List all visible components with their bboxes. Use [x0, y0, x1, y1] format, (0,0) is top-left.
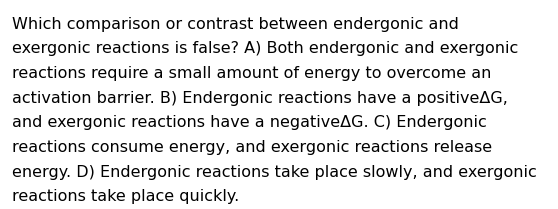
Text: exergonic reactions is false? A) Both endergonic and exergonic: exergonic reactions is false? A) Both en…: [12, 41, 518, 56]
Text: Which comparison or contrast between endergonic and: Which comparison or contrast between end…: [12, 17, 459, 32]
Text: activation barrier. B) Endergonic reactions have a positiveΔG,: activation barrier. B) Endergonic reacti…: [12, 91, 508, 106]
Text: reactions consume energy, and exergonic reactions release: reactions consume energy, and exergonic …: [12, 140, 492, 155]
Text: reactions require a small amount of energy to overcome an: reactions require a small amount of ener…: [12, 66, 492, 81]
Text: and exergonic reactions have a negativeΔG. C) Endergonic: and exergonic reactions have a negativeΔ…: [12, 115, 487, 130]
Text: reactions take place quickly.: reactions take place quickly.: [12, 189, 239, 204]
Text: energy. D) Endergonic reactions take place slowly, and exergonic: energy. D) Endergonic reactions take pla…: [12, 165, 537, 180]
